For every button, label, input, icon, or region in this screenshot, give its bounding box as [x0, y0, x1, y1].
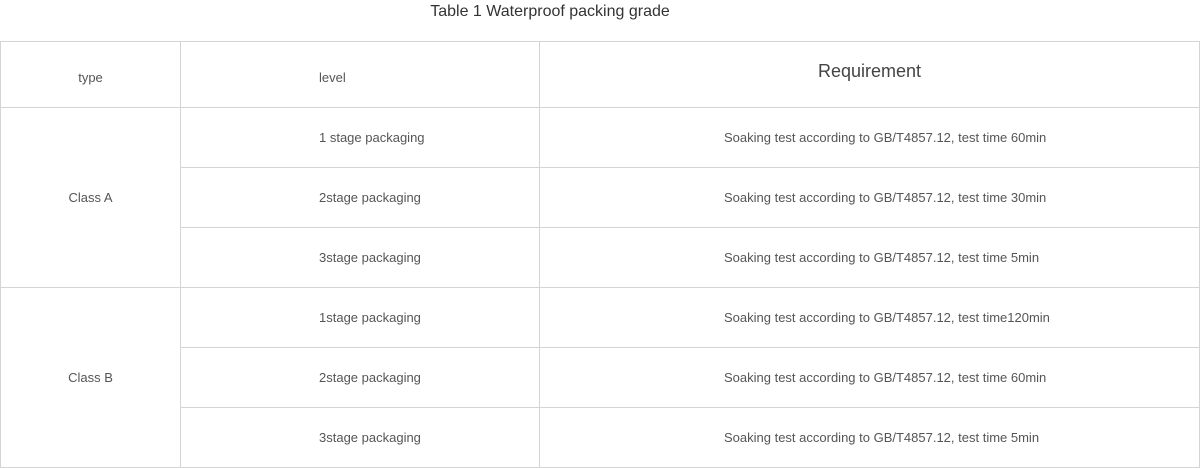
- table-row: 3stage packaging Soaking test according …: [1, 407, 1200, 468]
- table-title: Table 1 Waterproof packing grade: [430, 3, 670, 20]
- table-header-row: type level Requirement: [0, 41, 1200, 108]
- level-cell: 2stage packaging: [180, 167, 540, 228]
- level-cell: 1 stage packaging: [180, 107, 540, 168]
- level-cell: 1stage packaging: [180, 287, 540, 348]
- table-row: Class A 1 stage packaging Soaking test a…: [0, 107, 1200, 288]
- requirement-cell: Soaking test according to GB/T4857.12, t…: [539, 227, 1200, 288]
- level-cell: 3stage packaging: [180, 407, 540, 468]
- requirement-cell: Soaking test according to GB/T4857.12, t…: [539, 407, 1200, 468]
- table-row: Class B 1stage packaging Soaking test ac…: [0, 287, 1200, 468]
- table-row: 2stage packaging Soaking test according …: [1, 347, 1200, 408]
- header-type: type: [0, 41, 181, 108]
- table-row: 2stage packaging Soaking test according …: [1, 167, 1200, 228]
- header-level: level: [180, 41, 540, 108]
- header-requirement: Requirement: [539, 41, 1200, 108]
- requirement-cell: Soaking test according to GB/T4857.12, t…: [539, 107, 1200, 168]
- requirement-cell: Soaking test according to GB/T4857.12, t…: [539, 167, 1200, 228]
- level-cell: 2stage packaging: [180, 347, 540, 408]
- requirement-cell: Soaking test according to GB/T4857.12, t…: [539, 287, 1200, 348]
- waterproof-grade-table: type level Requirement Class A 1 stage p…: [0, 41, 1200, 468]
- type-cell: Class B: [0, 287, 181, 468]
- requirement-cell: Soaking test according to GB/T4857.12, t…: [539, 347, 1200, 408]
- level-cell: 3stage packaging: [180, 227, 540, 288]
- type-cell: Class A: [0, 107, 181, 288]
- table-row: 3stage packaging Soaking test according …: [1, 227, 1200, 288]
